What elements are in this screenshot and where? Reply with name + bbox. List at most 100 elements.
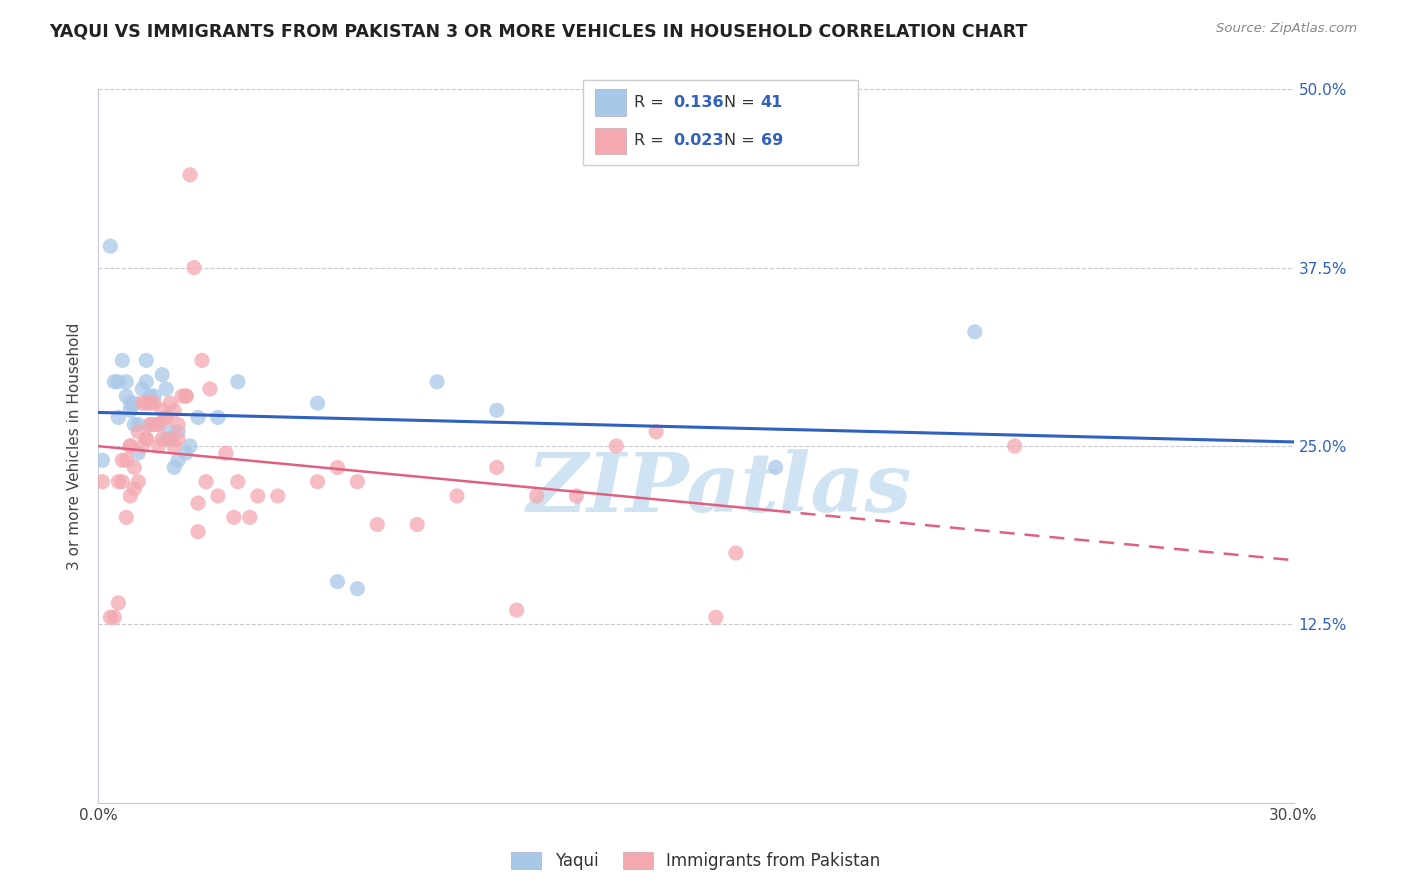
Point xyxy=(174,389,197,403)
Point xyxy=(135,432,157,446)
Point xyxy=(124,396,146,410)
Point xyxy=(406,517,429,532)
Point xyxy=(155,432,177,446)
Point xyxy=(91,475,114,489)
Text: YAQUI VS IMMIGRANTS FROM PAKISTAN 3 OR MORE VEHICLES IN HOUSEHOLD CORRELATION CH: YAQUI VS IMMIGRANTS FROM PAKISTAN 3 OR M… xyxy=(49,22,1028,40)
Point xyxy=(111,475,134,489)
Point xyxy=(103,375,125,389)
Point xyxy=(124,460,146,475)
Point xyxy=(163,403,186,417)
Point xyxy=(179,439,201,453)
Point xyxy=(120,396,142,410)
Point xyxy=(91,453,114,467)
Point xyxy=(246,489,269,503)
Point xyxy=(131,439,153,453)
Point xyxy=(267,489,290,503)
Text: 69: 69 xyxy=(761,134,783,148)
Point xyxy=(155,382,177,396)
Point xyxy=(127,417,149,432)
Text: 41: 41 xyxy=(761,95,783,110)
Point xyxy=(131,396,153,410)
Point xyxy=(426,375,449,389)
Point xyxy=(307,475,329,489)
Point xyxy=(565,489,588,503)
Point xyxy=(207,489,229,503)
Point xyxy=(150,403,173,417)
Point xyxy=(346,582,368,596)
Point xyxy=(174,446,197,460)
Point xyxy=(195,475,218,489)
Point xyxy=(111,453,134,467)
Point xyxy=(139,389,162,403)
Point xyxy=(124,482,146,496)
Point xyxy=(148,417,170,432)
Point xyxy=(124,417,146,432)
Point xyxy=(143,389,166,403)
Point xyxy=(172,389,194,403)
Point xyxy=(107,375,129,389)
Point xyxy=(135,396,157,410)
Point xyxy=(307,396,329,410)
Point xyxy=(526,489,548,503)
Text: R =: R = xyxy=(634,95,669,110)
Point xyxy=(163,460,186,475)
Point xyxy=(120,439,142,453)
Point xyxy=(174,389,197,403)
Point xyxy=(326,574,349,589)
Point xyxy=(187,496,209,510)
Text: ZIPatlas: ZIPatlas xyxy=(527,449,912,529)
Text: N =: N = xyxy=(724,134,761,148)
Point xyxy=(148,439,170,453)
Point xyxy=(135,375,157,389)
Point xyxy=(115,375,138,389)
Point xyxy=(98,610,122,624)
Point xyxy=(167,417,190,432)
Point xyxy=(115,453,138,467)
Point xyxy=(139,417,162,432)
Text: 0.136: 0.136 xyxy=(673,95,724,110)
Point xyxy=(139,417,162,432)
Point xyxy=(115,510,138,524)
Point xyxy=(215,446,238,460)
Point xyxy=(120,489,142,503)
Point xyxy=(148,417,170,432)
Point xyxy=(159,425,181,439)
Point xyxy=(98,239,122,253)
Point xyxy=(167,453,190,467)
Point xyxy=(143,396,166,410)
Point xyxy=(107,410,129,425)
Point xyxy=(179,168,201,182)
Point xyxy=(1004,439,1026,453)
Point xyxy=(143,417,166,432)
Point xyxy=(765,460,787,475)
Point xyxy=(127,425,149,439)
Point xyxy=(120,439,142,453)
Point xyxy=(150,368,173,382)
Point xyxy=(150,432,173,446)
Point xyxy=(963,325,986,339)
Point xyxy=(103,610,125,624)
Point xyxy=(187,524,209,539)
Point xyxy=(187,410,209,425)
Point xyxy=(107,475,129,489)
Point xyxy=(366,517,388,532)
Point xyxy=(135,432,157,446)
Point xyxy=(226,375,249,389)
Point xyxy=(167,432,190,446)
Text: 0.023: 0.023 xyxy=(673,134,724,148)
Point xyxy=(446,489,468,503)
Text: Source: ZipAtlas.com: Source: ZipAtlas.com xyxy=(1216,22,1357,36)
Point xyxy=(159,396,181,410)
Point xyxy=(605,439,627,453)
Point xyxy=(207,410,229,425)
Point xyxy=(485,403,508,417)
Point xyxy=(346,475,368,489)
Point xyxy=(155,410,177,425)
Point xyxy=(120,403,142,417)
Text: N =: N = xyxy=(724,95,761,110)
Point xyxy=(183,260,205,275)
Point xyxy=(127,475,149,489)
Point xyxy=(506,603,529,617)
Point xyxy=(163,439,186,453)
Point xyxy=(127,446,149,460)
